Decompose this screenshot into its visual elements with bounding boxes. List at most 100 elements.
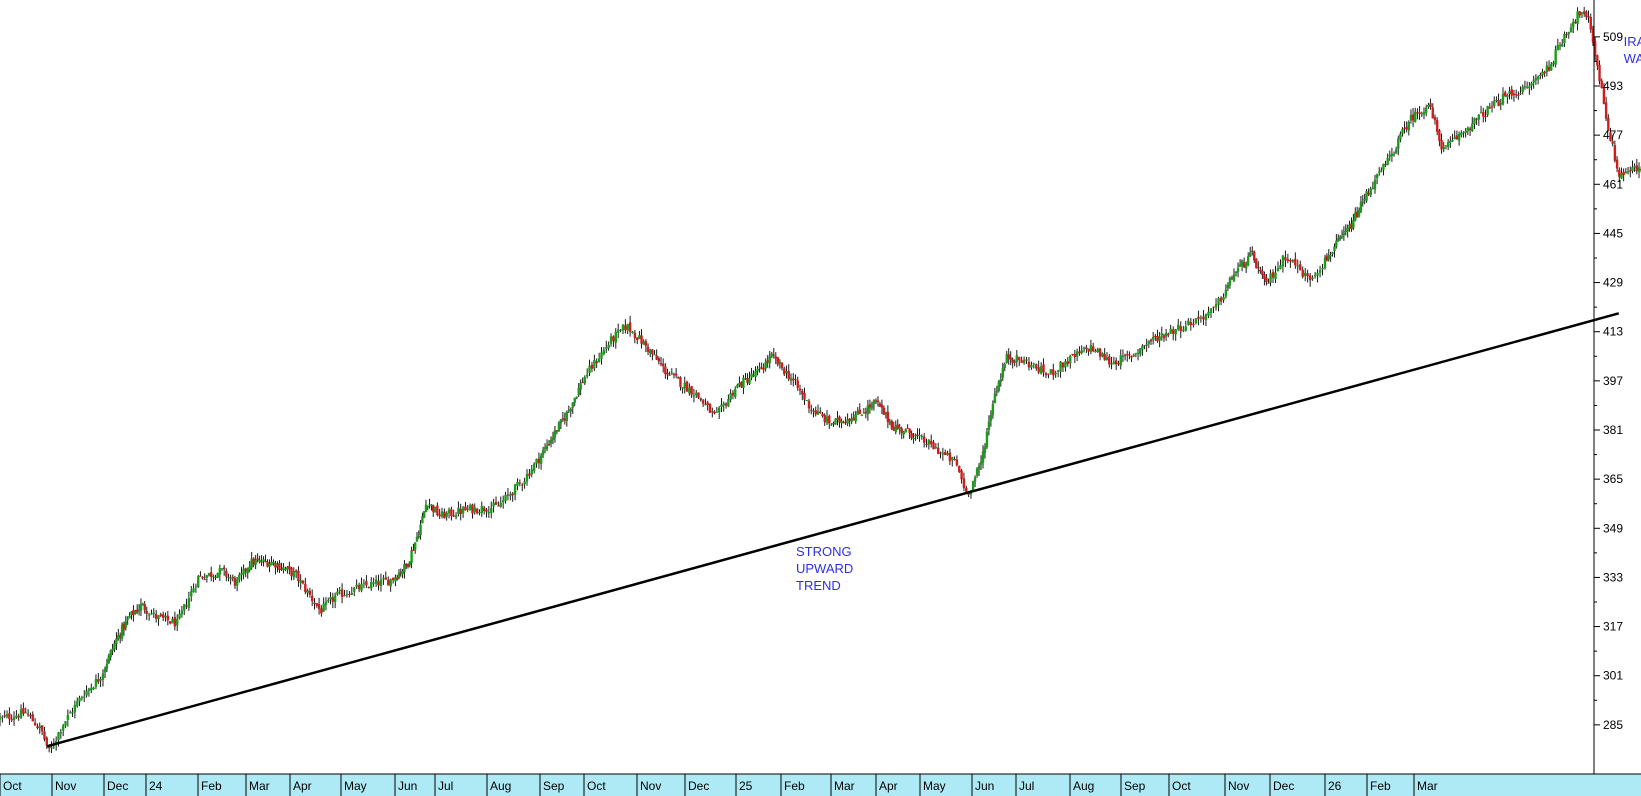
candle-body [1073, 354, 1077, 358]
candle-body [423, 511, 426, 518]
candle-body [842, 422, 845, 424]
candle-body [1228, 277, 1232, 286]
candle-body [159, 614, 163, 616]
candle-body [1501, 93, 1505, 105]
candle-body [94, 679, 98, 687]
candle-body [1574, 21, 1577, 24]
candle-body [1032, 363, 1036, 365]
candle-body [410, 550, 413, 563]
candle-body [1123, 354, 1127, 356]
candle-body [880, 404, 884, 408]
candle-body [597, 358, 601, 363]
candle-body [1128, 354, 1131, 356]
candle-body [1204, 314, 1208, 321]
candle-body [1325, 256, 1329, 261]
candle-body [1267, 282, 1270, 284]
candle-body [333, 595, 337, 603]
candle-body [1299, 264, 1302, 271]
candle-body [609, 336, 613, 344]
x-month-label: Nov [640, 779, 661, 793]
candle-body [492, 502, 495, 507]
x-month-label: Dec [107, 779, 128, 793]
candle-body [979, 461, 983, 465]
candle-body [1622, 171, 1625, 176]
candle-body [336, 591, 339, 595]
candle-body [171, 618, 174, 624]
candle-body [15, 715, 18, 718]
candle-body [168, 621, 172, 624]
candle-body [205, 575, 209, 578]
candle-body [1561, 43, 1564, 47]
candle-body [916, 434, 919, 436]
candle-body [421, 516, 424, 524]
candle-body [585, 374, 589, 377]
candle-body [904, 429, 907, 433]
candle-body [1172, 329, 1175, 334]
candles [0, 6, 1641, 754]
candle-body [1226, 284, 1230, 289]
candle-body [120, 625, 124, 639]
candle-body [1222, 296, 1225, 300]
candle-body [872, 400, 876, 404]
candle-body [1147, 340, 1151, 344]
candle-body [1182, 329, 1185, 331]
candle-body [173, 617, 177, 627]
candle-body [832, 422, 835, 425]
candle-body [1308, 275, 1312, 281]
candle-body [941, 452, 945, 455]
candle-body [1061, 362, 1065, 368]
candle-body [965, 487, 968, 493]
candle-body [1143, 345, 1146, 347]
x-month-label: 25 [739, 779, 753, 793]
candle-body [143, 604, 146, 611]
candle-body [1503, 92, 1507, 96]
candle-body [1001, 368, 1004, 378]
candle-body [147, 614, 151, 616]
candle-body [10, 719, 13, 721]
candle-body [989, 414, 993, 421]
candle-body [222, 567, 226, 570]
candle-body [1637, 167, 1641, 172]
candle-body [1482, 111, 1485, 117]
candle-body [480, 506, 483, 513]
candle-body [649, 349, 652, 354]
candle-body [1462, 132, 1465, 134]
candle-body [130, 611, 133, 616]
candle-body [760, 367, 763, 370]
candle-body [1471, 123, 1474, 132]
candle-body [1209, 308, 1213, 314]
candle-body [150, 613, 153, 615]
x-month-label: May [344, 779, 367, 793]
candle-body [1294, 258, 1297, 266]
candle-body [252, 558, 255, 565]
candle-body [1344, 230, 1347, 232]
candle-body [1141, 345, 1144, 350]
candle-body [1103, 354, 1106, 361]
candle-body [12, 717, 16, 721]
candle-body [417, 536, 420, 538]
candle-body [922, 436, 926, 443]
candle-body [1158, 336, 1161, 341]
candle-body [557, 422, 561, 432]
candle-body [1378, 171, 1381, 173]
candle-body [212, 576, 215, 578]
candle-body [494, 501, 498, 505]
candle-body [1556, 45, 1560, 51]
candle-body [389, 579, 392, 587]
annotations: STRONG UPWARD TREND IRAN WAR [796, 34, 1641, 593]
candle-body [830, 424, 833, 426]
candle-body [1139, 348, 1142, 355]
candle-body [1224, 289, 1228, 297]
candle-body [834, 418, 837, 425]
candle-body [595, 361, 598, 364]
candle-body [1394, 149, 1398, 154]
candle-body [1598, 64, 1601, 82]
candle-body [1488, 107, 1492, 109]
candle-body [464, 506, 467, 511]
candle-body [360, 583, 363, 591]
candle-body [340, 589, 344, 597]
candle-body [783, 368, 786, 375]
x-month-label: 26 [1328, 779, 1342, 793]
candle-body [1517, 94, 1520, 96]
candle-body [387, 579, 390, 586]
